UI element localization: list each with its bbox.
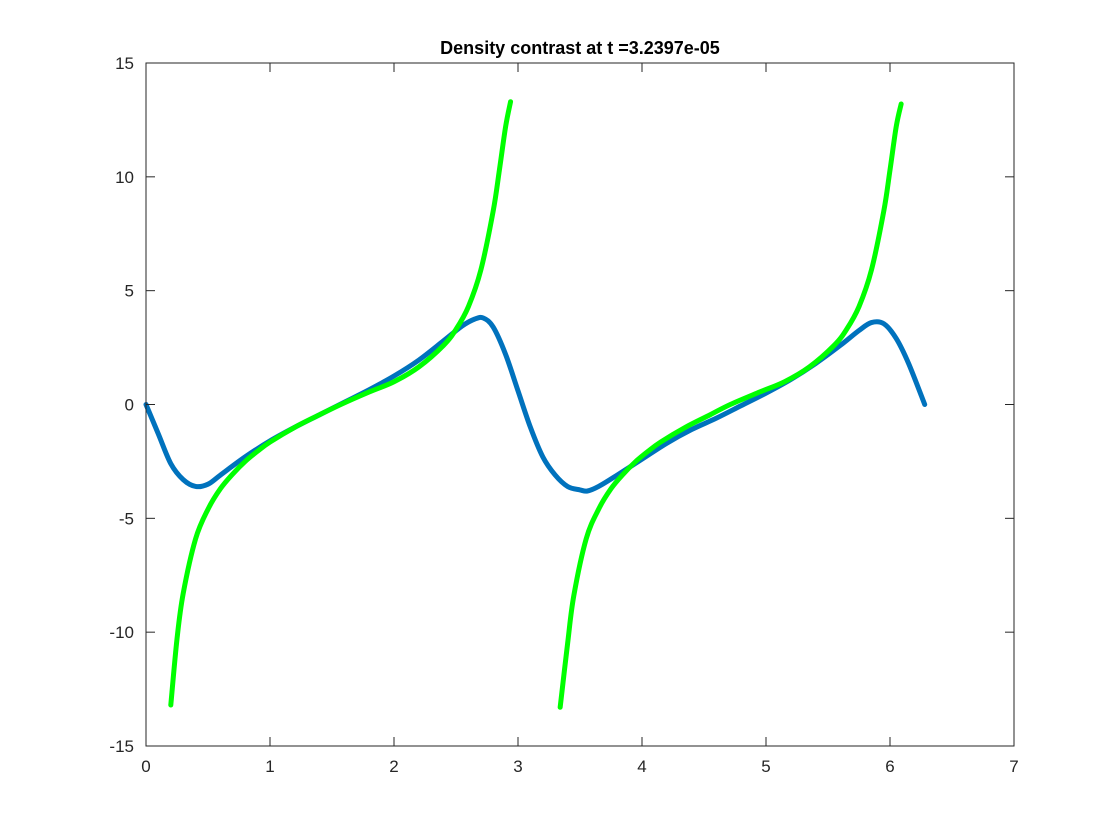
y-tick-label: -10 bbox=[109, 623, 134, 642]
x-tick-label: 5 bbox=[761, 757, 770, 776]
y-tick-label: -5 bbox=[119, 509, 134, 528]
x-tick-label: 3 bbox=[513, 757, 522, 776]
y-tick-label: 15 bbox=[115, 54, 134, 73]
y-tick-label: -15 bbox=[109, 737, 134, 756]
series-1-line-branch-1 bbox=[557, 101, 904, 710]
y-tick-label: 0 bbox=[125, 396, 134, 415]
x-tick-label: 4 bbox=[637, 757, 646, 776]
x-tick-label: 6 bbox=[885, 757, 894, 776]
y-tick-label: 5 bbox=[125, 282, 134, 301]
series-layer bbox=[143, 99, 928, 710]
ticks-layer: 0 1 2 3 4 5 6 7 -15 -10 -5 0 5 10 15 bbox=[109, 54, 1018, 776]
y-tick-label: 10 bbox=[115, 168, 134, 187]
chart-title: Density contrast at t =3.2397e-05 bbox=[440, 38, 720, 58]
x-tick-label: 0 bbox=[141, 757, 150, 776]
series-1-line-branch-0 bbox=[168, 99, 514, 708]
x-tick-label: 2 bbox=[389, 757, 398, 776]
x-tick-label: 7 bbox=[1009, 757, 1018, 776]
x-tick-label: 1 bbox=[265, 757, 274, 776]
